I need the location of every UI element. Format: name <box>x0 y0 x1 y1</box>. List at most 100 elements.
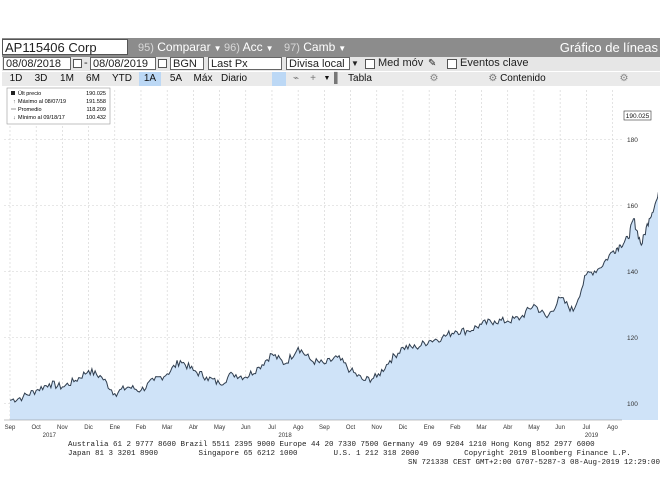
period-1a[interactable]: 1A <box>139 72 161 86</box>
x-tick-label: Sep <box>5 425 16 431</box>
x-tick-label: Oct <box>32 425 42 431</box>
y-tick-label: 140 <box>627 269 638 276</box>
last-price-marker: 190.025 <box>623 110 652 121</box>
line-chart-icon[interactable] <box>272 72 286 86</box>
y-tick-label: 180 <box>627 137 638 144</box>
x-tick-label: May <box>528 425 539 431</box>
x-tick-label: Sep <box>319 425 330 431</box>
compare-menu[interactable]: 95) Comparar ▼ <box>138 39 222 56</box>
ticker-field[interactable]: AP115406 Corp <box>2 39 128 55</box>
price-field-selector[interactable]: Last Px <box>208 57 282 70</box>
x-tick-label: Nov <box>57 425 68 431</box>
chevron-down-icon: ▼ <box>338 44 347 53</box>
footer-contacts-line2: Japan 81 3 3201 8900 Singapore 65 6212 1… <box>68 450 631 458</box>
x-tick-label: Dic <box>84 425 93 431</box>
actions-menu-label: Acc <box>242 40 263 54</box>
x-tick-label: Jul <box>268 425 276 431</box>
x-tick-label: Mar <box>476 425 486 431</box>
settings-icon[interactable]: ⚙ <box>619 73 629 84</box>
y-tick-label: 120 <box>627 335 638 342</box>
period-1m[interactable]: 1M <box>60 73 74 84</box>
legend-min-value: 100.432 <box>86 115 106 121</box>
x-year-label: 2018 <box>278 433 292 439</box>
x-axis: Sep Oct Nov Dic Ene Feb Mar Abr May Jun Jul Ago Sep O… <box>4 419 622 439</box>
price-line <box>9 120 670 403</box>
main-toolbar <box>2 38 660 57</box>
legend-avg-value: 118.209 <box>87 107 106 113</box>
x-tick-label: Dic <box>399 425 408 431</box>
actions-menu[interactable]: 96) Acc ▼ <box>224 39 274 56</box>
x-year-label: 2019 <box>585 433 599 439</box>
x-tick-label: Feb <box>136 425 147 431</box>
compare-menu-number: 95) <box>138 42 154 54</box>
x-tick-label: Jun <box>555 425 565 431</box>
settings-icon: ⚙ <box>488 73 498 84</box>
chevron-down-icon[interactable]: ▼ <box>351 59 359 68</box>
legend-min-label: Mínimo al 09/18/17 <box>18 115 65 121</box>
change-menu-label: Camb <box>303 40 336 54</box>
annotation-icon[interactable]: + <box>310 73 316 84</box>
x-tick-label: Abr <box>189 425 198 431</box>
legend-last-value: 190.025 <box>86 91 106 97</box>
settings-icon[interactable]: ⚙ <box>429 73 439 84</box>
legend-max-value: 191.558 <box>86 99 106 105</box>
period-max[interactable]: Máx <box>193 73 213 84</box>
footer-contacts-line1: Australia 61 2 9777 8600 Brazil 5511 239… <box>68 441 595 449</box>
x-tick-label: Jun <box>241 425 251 431</box>
view-title: Gráfico de líneas <box>559 40 658 55</box>
y-tick-label: 160 <box>627 203 638 210</box>
frequency-select[interactable]: Diario ▼ <box>221 72 257 97</box>
legend-avg-label: Promedio <box>18 107 42 113</box>
svg-text:↑: ↑ <box>13 99 16 105</box>
moving-average-label: Med móv <box>378 57 424 69</box>
pencil-icon[interactable]: ✎ <box>428 58 437 69</box>
actions-menu-number: 96) <box>224 42 240 54</box>
content-button-label: Contenido <box>500 73 546 84</box>
x-tick-label: Abr <box>503 425 512 431</box>
x-year-label: 2017 <box>43 433 57 439</box>
footer-session-info: SN 721338 CEST GMT+2:00 G707-5287-3 08-A… <box>408 459 661 467</box>
legend-box: Últ precio 190.025 ↑ Máximo al 08/07/19 … <box>6 87 111 125</box>
change-menu[interactable]: 97) Camb ▼ <box>284 39 346 56</box>
x-tick-label: Mar <box>162 425 172 431</box>
date-separator: - <box>84 57 88 69</box>
start-date-field[interactable]: 08/08/2018 <box>3 57 71 70</box>
chevron-down-icon[interactable]: ▼ <box>323 75 331 82</box>
x-tick-label: Jul <box>582 425 590 431</box>
y-axis: 100 120 140 160 180 <box>627 137 638 408</box>
period-ytd[interactable]: YTD <box>112 73 132 84</box>
price-chart[interactable]: 100 120 140 160 180 Sep Oct Nov Dic Ene Feb Mar Abr… <box>2 86 670 440</box>
x-tick-label: May <box>214 425 225 431</box>
period-toolbar <box>2 72 660 86</box>
period-1d[interactable]: 1D <box>9 73 23 84</box>
moving-average-checkbox[interactable] <box>365 59 375 69</box>
source-field[interactable]: BGN <box>170 57 204 70</box>
currency-select[interactable]: Divisa local <box>286 57 350 70</box>
y-tick-label: 100 <box>627 401 638 408</box>
frequency-label: Diario <box>221 73 248 84</box>
price-area-fill <box>10 123 670 420</box>
period-5a[interactable]: 5A <box>169 73 183 84</box>
period-6m[interactable]: 6M <box>86 73 100 84</box>
calendar-icon[interactable] <box>73 59 82 68</box>
chart-panel: 100 120 140 160 180 Sep Oct Nov Dic Ene Feb Mar Abr… <box>2 86 670 440</box>
chart-type-icon[interactable]: ⌁ <box>292 73 300 84</box>
last-price-label: 190.025 <box>626 113 650 120</box>
svg-text:↓: ↓ <box>13 115 16 121</box>
content-button[interactable]: ⚙ Contenido <box>477 72 557 86</box>
x-tick-label: Oct <box>346 425 356 431</box>
key-events-label: Eventos clave <box>460 57 529 69</box>
compare-menu-label: Comparar <box>157 40 211 54</box>
period-3d[interactable]: 3D <box>34 73 48 84</box>
x-tick-label: Ene <box>109 425 120 431</box>
chevron-down-icon: ▼ <box>265 44 274 53</box>
calendar-icon[interactable] <box>158 59 167 68</box>
x-tick-label: Feb <box>450 425 461 431</box>
end-date-field[interactable]: 08/08/2019 <box>90 57 156 70</box>
table-button[interactable]: Tabla <box>348 73 372 84</box>
key-events-checkbox[interactable] <box>447 59 457 69</box>
x-tick-label: Ago <box>293 425 304 431</box>
table-toggle-icon[interactable]: ▌ <box>334 73 342 84</box>
x-tick-label: Ago <box>607 425 618 431</box>
legend-last-label: Últ precio <box>18 90 41 97</box>
